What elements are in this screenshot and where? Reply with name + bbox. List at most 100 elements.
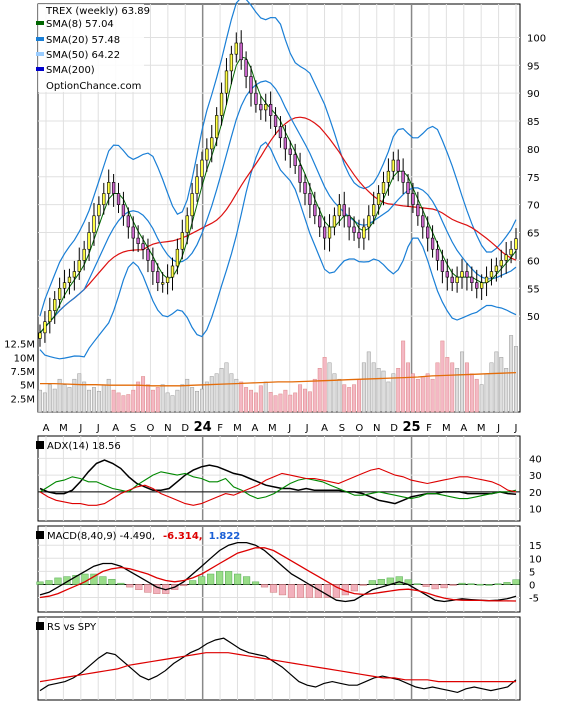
volume-bar [62, 384, 67, 413]
volume-bar [72, 378, 77, 413]
candle-down [283, 137, 288, 150]
candle-down [421, 215, 425, 228]
volume-bar [131, 389, 136, 413]
volume-bar [141, 376, 146, 413]
macd-label: MACD(8,40,9) [47, 531, 117, 542]
macd-histogram-bar [108, 578, 116, 585]
candle-up [381, 182, 386, 194]
candle-up [210, 137, 214, 150]
candle-up [372, 204, 376, 217]
x-tick-label: F [426, 423, 432, 434]
macd-histogram-bar [359, 584, 367, 586]
candle-up [494, 265, 499, 272]
adx-series-di [39, 471, 517, 500]
macd-legend: MACD(8,40,9) -4.490, -6.314, 1.822 [36, 531, 240, 542]
volume-bar [263, 381, 268, 413]
x-tick-label: O [355, 423, 363, 434]
candle-down [440, 260, 445, 272]
candle-up [180, 232, 184, 250]
candle-up [489, 271, 494, 278]
volume-bar [514, 346, 518, 413]
macd-series-macd [39, 541, 517, 603]
legend-label-sma20: SMA(20) 57.48 [46, 35, 120, 46]
candle-down [308, 193, 312, 205]
volume-tick-label: 12.5M [4, 340, 35, 351]
x-tick-label: A [321, 423, 328, 434]
candle-up [479, 282, 484, 289]
volume-bar [288, 394, 293, 413]
legend-label-sma200: SMA(200) [46, 65, 95, 76]
volume-bar [455, 368, 460, 413]
volume-bar [219, 368, 224, 413]
candle-up [72, 271, 77, 278]
volume-bar [298, 384, 303, 413]
candle-down [475, 282, 479, 289]
chart-title: TREX (weekly) 63.89 [45, 6, 150, 17]
candle-down [244, 59, 248, 77]
candle-up [82, 248, 86, 261]
macd-histogram-bar [260, 584, 269, 588]
volume-tick-label: 7.5M [10, 367, 35, 378]
adx-tick-label: 30 [529, 471, 542, 482]
bollinger-upper-line [39, 0, 517, 317]
candle-down [430, 237, 435, 250]
candle-down [450, 276, 454, 283]
candle-up [77, 260, 81, 272]
volume-bar [121, 395, 126, 413]
macd-histogram-bar [225, 571, 233, 585]
macd-histogram-bar [144, 584, 152, 593]
volume-bar [376, 368, 381, 413]
adx-tick-label: 40 [529, 454, 542, 465]
volume-bar [425, 373, 430, 413]
volume-bar [303, 388, 307, 413]
candle-up [87, 232, 91, 250]
volume-bar [195, 390, 200, 413]
volume-bar [484, 373, 489, 413]
macd-histogram-bar [467, 583, 475, 585]
macd-histogram-bar [323, 584, 331, 598]
volume-bar [106, 378, 111, 413]
candle-down [416, 204, 420, 217]
candle-up [200, 159, 204, 178]
volume-bar [111, 389, 116, 413]
candle-down [116, 193, 121, 205]
volume-bar [239, 381, 244, 413]
volume-bar [116, 392, 121, 413]
volume-tick-label: 2.5M [10, 394, 35, 405]
macd-tick-label: -5 [529, 594, 539, 605]
candle-up [165, 276, 170, 283]
volume-bar [57, 378, 62, 413]
candle-up [53, 299, 57, 311]
volume-bar [499, 357, 504, 413]
volume-bar [82, 381, 87, 413]
x-tick-label: A [251, 423, 258, 434]
macd-histogram-bar [153, 584, 161, 594]
candle-up [224, 70, 229, 94]
volume-bar [283, 389, 288, 413]
macd-histogram-bar [36, 581, 44, 585]
volume-bar [450, 362, 455, 413]
candle-up [229, 53, 234, 72]
macd-histogram-bar [242, 576, 251, 585]
adx-tick-label: 10 [529, 505, 542, 516]
macd-histogram-bar [485, 584, 493, 586]
volume-bar [440, 340, 445, 413]
volume-bar [214, 373, 219, 413]
macd-histogram-bar [350, 584, 358, 592]
rs-legend: RS vs SPY [36, 622, 97, 633]
volume-bar [396, 368, 401, 413]
candle-up [337, 204, 341, 217]
x-tick-label: N [164, 423, 171, 434]
candle-up [97, 204, 101, 217]
panel-frame-rs [37, 616, 521, 701]
x-tick-label: M [233, 423, 242, 434]
x-tick-label: J [514, 423, 518, 434]
price-tick-label: 80 [527, 145, 540, 156]
price-tick-label: 100 [527, 33, 546, 44]
volume-bar [322, 357, 327, 413]
macd-tick-label: 5 [529, 567, 535, 578]
price-panel [38, 0, 520, 360]
candle-down [313, 204, 317, 217]
macd-histogram-bar [207, 573, 215, 585]
macd-histogram-bar [440, 584, 448, 589]
